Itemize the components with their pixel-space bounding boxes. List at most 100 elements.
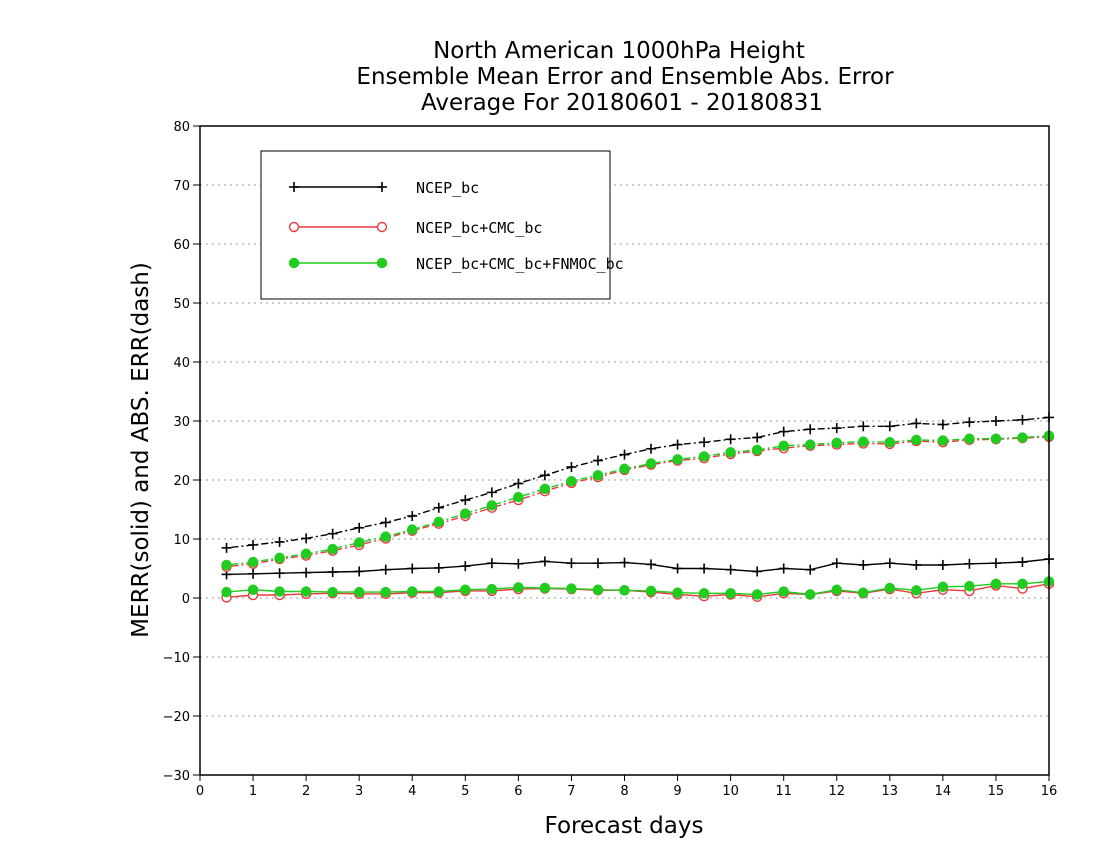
mean-error-point	[699, 563, 710, 574]
mean-error-point	[566, 558, 577, 569]
abs-error-point	[247, 556, 259, 568]
x-tick-label: 5	[461, 784, 469, 799]
mean-error-point	[619, 585, 630, 596]
mean-error-point	[274, 586, 285, 597]
abs-error-point	[619, 463, 630, 475]
abs-error-point	[513, 491, 524, 503]
mean-error-point	[539, 582, 551, 594]
mean-error-point	[327, 567, 338, 578]
mean-error-point	[778, 563, 789, 574]
x-tick-label: 2	[302, 784, 310, 799]
mean-error-point	[858, 559, 869, 570]
abs-error-point	[751, 444, 763, 456]
legend: NCEP_bc NCEP_bc+CMC_bc NCEP_bc+CMC_bc+FNMO…	[260, 150, 624, 300]
mean-error-point	[619, 557, 630, 568]
legend-entry: NCEP_bc+CMC_bc	[288, 219, 542, 237]
legend-entry: NCEP_bc	[289, 179, 479, 197]
mean-error-point	[301, 567, 312, 578]
legend-marker	[288, 221, 300, 233]
legend-marker	[377, 182, 387, 192]
mean-error-point	[539, 556, 550, 567]
legend-marker	[376, 221, 388, 233]
abs-error-point	[964, 433, 975, 444]
mean-error-point	[964, 580, 975, 592]
abs-error-point	[539, 483, 551, 495]
y-tick-label: 30	[173, 415, 190, 430]
series-layer	[221, 412, 1055, 603]
y-tick-label: 70	[173, 179, 190, 194]
abs-error-point	[698, 451, 710, 462]
legend-entry: NCEP_bc+CMC_bc+FNMOC_bc	[288, 255, 624, 273]
mean-error-point	[990, 558, 1001, 569]
x-tick-label: 0	[196, 784, 204, 799]
mean-error-point	[1017, 578, 1028, 590]
x-tick-label: 12	[828, 784, 845, 799]
x-tick-label: 13	[882, 784, 899, 799]
abs-error-point	[354, 522, 365, 533]
abs-error-point	[911, 434, 922, 446]
mean-error-point	[831, 558, 842, 569]
mean-error-point	[407, 563, 418, 574]
abs-error-point	[778, 426, 789, 437]
mean-error-point	[566, 583, 577, 594]
abs-error-point	[274, 552, 285, 564]
abs-error-point	[884, 436, 896, 448]
abs-error-point	[1017, 414, 1028, 425]
abs-error-point	[380, 531, 391, 542]
series-0	[221, 412, 1054, 580]
mean-error-point	[354, 566, 365, 577]
mean-error-point	[805, 564, 816, 575]
mean-error-point	[353, 586, 365, 598]
mean-error-point	[247, 584, 259, 595]
abs-error-point	[831, 437, 842, 449]
mean-error-point	[725, 588, 736, 599]
abs-error-point	[486, 487, 497, 498]
x-tick-label: 11	[775, 784, 792, 799]
y-tick-label: −30	[163, 769, 190, 784]
mean-error-point	[964, 558, 975, 569]
mean-error-point	[937, 559, 948, 570]
mean-error-point	[778, 586, 789, 597]
chart-title-line-1: North American 1000hPa Height	[433, 38, 805, 64]
mean-error-point	[592, 558, 603, 569]
mean-error-line	[226, 558, 1050, 576]
x-tick-label: 6	[514, 784, 522, 799]
abs-error-point	[858, 421, 869, 432]
abs-error-point	[486, 500, 498, 511]
abs-error-line	[226, 435, 1050, 566]
mean-error-point	[645, 585, 657, 597]
mean-error-point	[990, 578, 1002, 590]
abs-error-point	[221, 542, 232, 553]
x-tick-label: 9	[673, 784, 681, 799]
legend-marker	[289, 182, 299, 192]
abs-error-point	[460, 495, 471, 506]
legend-label: NCEP_bc	[416, 179, 479, 197]
abs-error-line	[226, 416, 1050, 549]
y-tick-label: −20	[163, 710, 190, 725]
abs-error-point	[778, 440, 789, 452]
y-tick-label: 20	[173, 474, 190, 489]
legend-box	[260, 150, 611, 300]
mean-error-point	[380, 586, 391, 598]
legend-marker	[376, 257, 388, 269]
mean-error-point	[672, 563, 683, 574]
abs-error-point	[1017, 432, 1028, 443]
mean-error-point	[486, 583, 498, 595]
abs-error-point	[327, 528, 338, 539]
abs-error-point	[911, 418, 922, 429]
abs-error-point	[805, 424, 816, 435]
mean-error-point	[698, 588, 710, 599]
abs-error-point	[619, 449, 630, 460]
abs-error-point	[699, 437, 710, 448]
mean-error-point	[937, 581, 949, 593]
abs-error-point	[513, 478, 524, 489]
abs-error-point	[646, 443, 657, 454]
mean-error-point	[858, 587, 869, 598]
abs-error-point	[301, 533, 312, 544]
abs-error-point	[221, 559, 232, 571]
mean-error-point	[274, 568, 285, 579]
abs-error-point	[407, 510, 418, 521]
mean-error-point	[646, 559, 657, 570]
abs-error-point	[672, 454, 683, 465]
